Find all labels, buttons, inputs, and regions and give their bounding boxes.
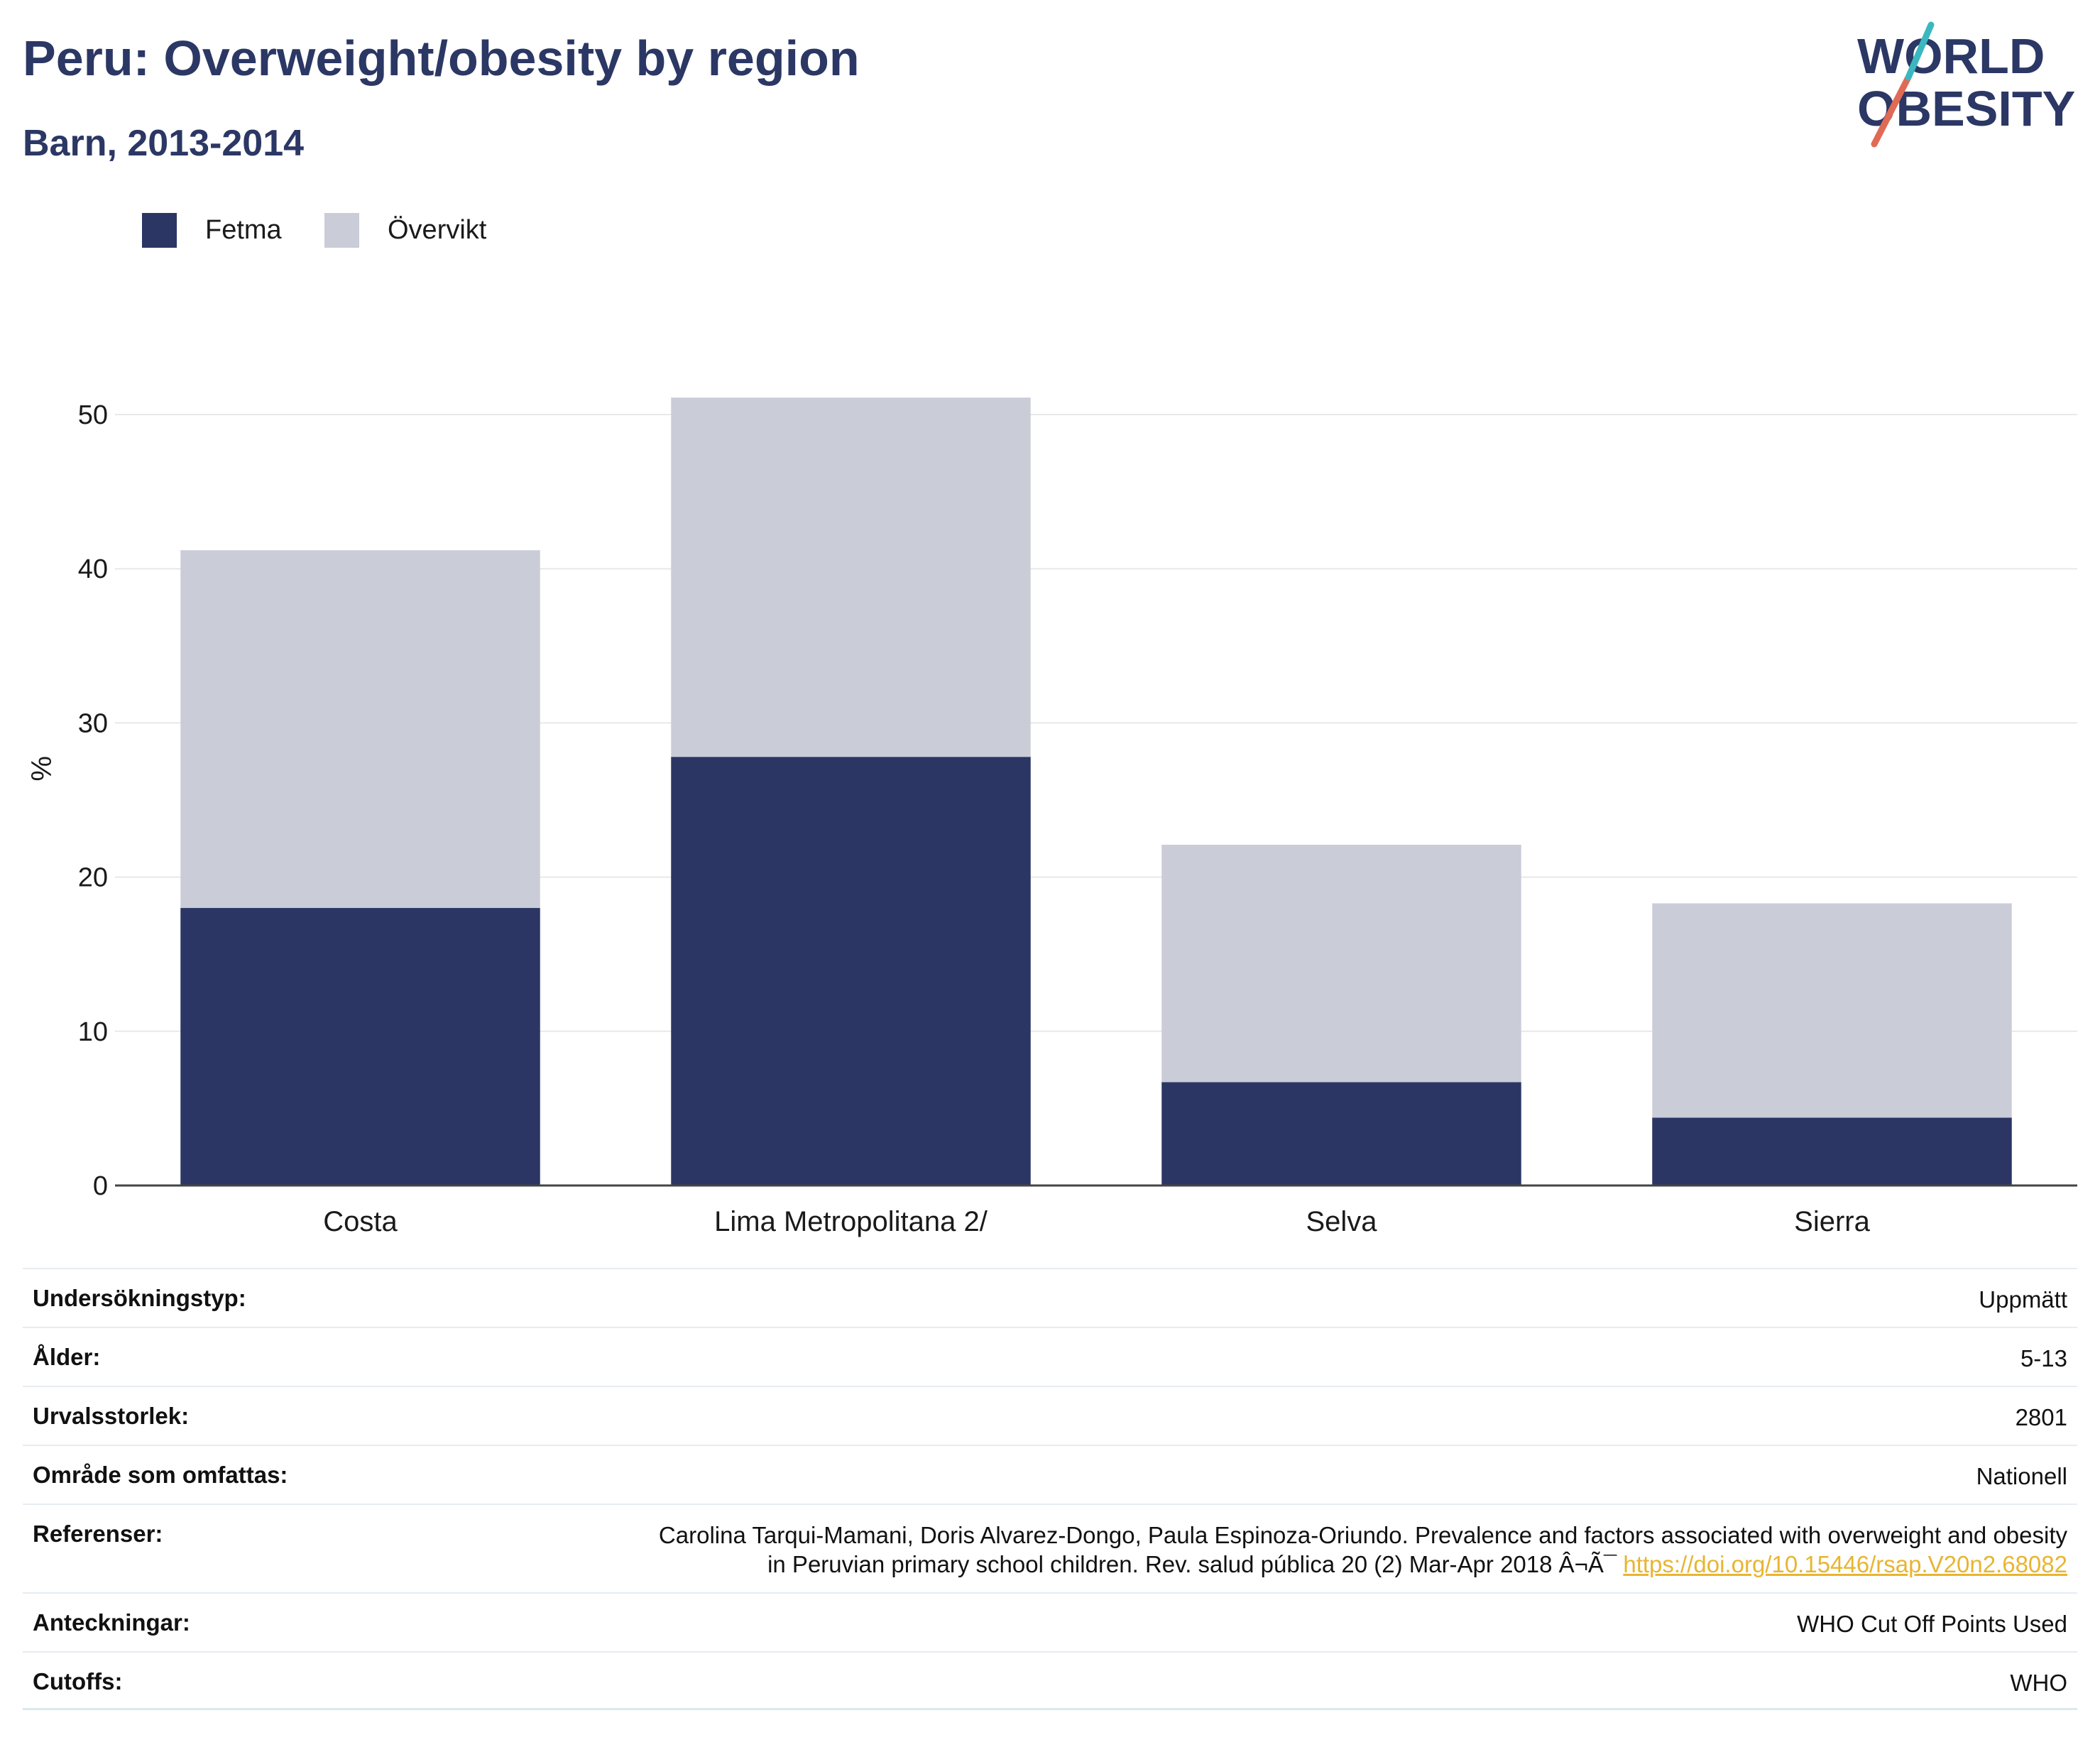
bar-overvikt bbox=[180, 550, 540, 909]
bar-fetma bbox=[180, 908, 540, 1185]
info-row-notes: Anteckningar: WHO Cut Off Points Used bbox=[23, 1592, 2077, 1651]
stacked-bar-chart: 0 10 20 30 40 50% Costa Lima Metropolitana 2/Se… bbox=[26, 398, 2077, 1237]
logo-slash-teal bbox=[1905, 21, 1935, 81]
info-label: Anteckningar: bbox=[33, 1609, 190, 1636]
bar-overvikt bbox=[671, 398, 1031, 757]
legend-swatch-overvikt bbox=[324, 212, 359, 248]
info-label: Referenser: bbox=[33, 1521, 163, 1547]
x-tick-label: Lima Metropolitana 2/ bbox=[714, 1206, 988, 1237]
bar-fetma bbox=[1652, 1117, 2012, 1185]
logo-line1: WORLD bbox=[1857, 28, 2045, 84]
legend-label-overvikt: Övervikt bbox=[388, 214, 487, 245]
reference-text-line1: Carolina Tarqui-Mamani, Doris Alvarez-Do… bbox=[658, 1522, 2067, 1548]
info-value: WHO bbox=[2010, 1670, 2067, 1696]
y-axis-label: % bbox=[26, 756, 58, 782]
reference-text-line2: in Peruvian primary school children. Rev… bbox=[767, 1551, 1624, 1577]
info-value: WHO Cut Off Points Used bbox=[1797, 1611, 2067, 1637]
y-tick-label: 20 bbox=[78, 863, 108, 893]
info-row-survey-type: Undersökningstyp: Uppmätt bbox=[23, 1268, 2077, 1327]
y-tick-label: 0 bbox=[93, 1171, 108, 1201]
bar-overvikt bbox=[1652, 903, 2012, 1118]
chart-subtitle: Barn, 2013-2014 bbox=[23, 123, 305, 164]
info-row-age: Ålder: 5-13 bbox=[23, 1327, 2077, 1386]
info-row-area-covered: Område som omfattas: Nationell bbox=[23, 1445, 2077, 1504]
world-obesity-logo: WORLD OBESITY bbox=[1857, 21, 2075, 148]
info-value: Uppmätt bbox=[1979, 1286, 2067, 1313]
reference-doi-link[interactable]: https://doi.org/10.15446/rsap.V20n2.6808… bbox=[1623, 1551, 2067, 1577]
bar-overvikt bbox=[1161, 844, 1521, 1083]
info-table: Undersökningstyp: Uppmätt Ålder: 5-13 Ur… bbox=[23, 1268, 2077, 1710]
info-label: Urvalsstorlek: bbox=[33, 1403, 190, 1429]
logo-slash-coral bbox=[1871, 74, 1912, 148]
x-tick-label: Sierra bbox=[1794, 1206, 1870, 1237]
y-tick-label: 40 bbox=[78, 554, 108, 584]
info-value-references: Carolina Tarqui-Mamani, Doris Alvarez-Do… bbox=[659, 1521, 2077, 1579]
info-row-sample-size: Urvalsstorlek: 2801 bbox=[23, 1386, 2077, 1445]
info-value: Nationell bbox=[1976, 1463, 2067, 1489]
info-label: Område som omfattas: bbox=[33, 1462, 288, 1488]
info-value: 5-13 bbox=[2020, 1345, 2067, 1371]
legend-swatch-fetma bbox=[142, 212, 177, 248]
x-tick-label: Costa bbox=[323, 1206, 398, 1237]
legend-label-fetma: Fetma bbox=[205, 214, 282, 245]
info-row-cutoffs: Cutoffs: WHO bbox=[23, 1651, 2077, 1710]
info-value: 2801 bbox=[2015, 1404, 2067, 1430]
legend-item-overvikt[interactable]: Övervikt bbox=[324, 210, 486, 250]
info-row-references: Referenser: Carolina Tarqui-Mamani, Dori… bbox=[23, 1504, 2077, 1592]
y-tick-label: 10 bbox=[78, 1017, 108, 1047]
info-label: Cutoffs: bbox=[33, 1668, 123, 1694]
y-tick-label: 50 bbox=[78, 400, 108, 430]
y-tick-label: 30 bbox=[78, 708, 108, 738]
chart-title: Peru: Overweight/obesity by region bbox=[23, 31, 860, 86]
info-label: Undersökningstyp: bbox=[33, 1285, 246, 1311]
x-tick-label: Selva bbox=[1306, 1206, 1377, 1237]
bar-fetma bbox=[1161, 1082, 1521, 1185]
legend-item-fetma[interactable]: Fetma bbox=[142, 210, 282, 250]
info-label: Ålder: bbox=[33, 1344, 101, 1370]
bar-fetma bbox=[671, 757, 1031, 1185]
